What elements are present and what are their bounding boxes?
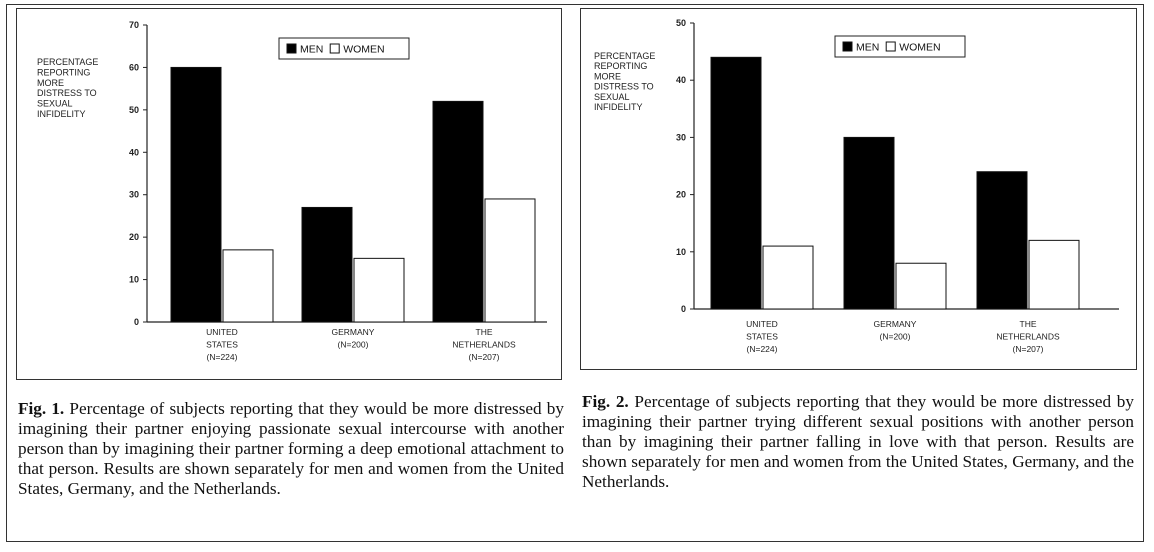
fig1-category-label: GERMANY xyxy=(332,327,375,337)
fig1-y-label-line: SEXUAL xyxy=(37,99,73,109)
fig2-category-label: GERMANY xyxy=(874,319,917,329)
fig2-bar-men xyxy=(976,171,1028,310)
fig1-y-tick-label: 70 xyxy=(129,20,139,30)
fig1-legend-box xyxy=(278,37,410,60)
fig1-y-tick-label: 10 xyxy=(129,275,139,285)
figure-2-plot: 0 10 20 30 40 50 PERCENTAGEREPORTINGMOREDISTRE… xyxy=(594,18,1119,354)
fig2-y-label-line: PERCENTAGE xyxy=(594,51,655,61)
fig2-bar-women xyxy=(1028,239,1080,310)
fig2-y-tick-label: 30 xyxy=(676,132,686,142)
fig1-category-label: (N=224) xyxy=(207,352,238,362)
fig2-bar-men xyxy=(843,136,895,310)
fig1-category-label: NETHERLANDS xyxy=(452,340,516,350)
fig2-y-tick-label: 20 xyxy=(676,190,686,200)
fig1-category-label: (N=200) xyxy=(338,340,369,350)
fig1-y-label-line: REPORTING xyxy=(37,67,90,77)
fig2-category-label: (N=224) xyxy=(747,344,778,354)
fig2-y-label-line: INFIDELITY xyxy=(594,102,643,112)
figure-2-chart: 0 10 20 30 40 50 PERCENTAGE REPORTING MORE DISTRE… xyxy=(580,8,1137,370)
fig2-category-label: NETHERLANDS xyxy=(996,332,1060,342)
fig2-legend-box xyxy=(834,35,966,58)
figure-1-plot: 0 10 20 30 40 50 60 70 PERCENTAGEREPORTINGMOREDI… xyxy=(37,20,547,362)
fig1-y-label-line: DISTRESS TO xyxy=(37,88,97,98)
fig2-y-tick-label: 10 xyxy=(676,247,686,257)
fig2-legend-label-men: MEN xyxy=(856,42,879,54)
fig1-y-tick-label: 30 xyxy=(129,190,139,200)
fig1-bar-men xyxy=(301,206,353,323)
fig1-y-tick-label: 0 xyxy=(134,317,139,327)
fig2-category-label: (N=200) xyxy=(880,332,911,342)
fig1-legend-swatch-women xyxy=(329,43,340,54)
fig2-bar-women xyxy=(762,245,814,310)
figure-2-caption-label: Fig. 2. xyxy=(582,392,629,411)
fig1-y-label-line: INFIDELITY xyxy=(37,109,86,119)
fig2-bar-women xyxy=(895,262,947,310)
fig1-bar-women xyxy=(353,257,405,323)
fig2-category-label: (N=207) xyxy=(1013,344,1044,354)
fig1-legend-label-women: WOMEN xyxy=(343,44,384,56)
fig2-category-label: STATES xyxy=(746,332,778,342)
fig1-y-tick-label: 20 xyxy=(129,232,139,242)
fig1-category-label: UNITED xyxy=(206,327,238,337)
fig1-bar-men xyxy=(432,100,484,323)
fig2-y-label-line: MORE xyxy=(594,71,621,81)
fig1-bar-men xyxy=(170,66,222,323)
fig2-legend-swatch-women xyxy=(885,41,896,52)
fig1-category-label: STATES xyxy=(206,340,238,350)
fig1-bar-women xyxy=(222,249,274,323)
fig2-y-label-line: DISTRESS TO xyxy=(594,82,654,92)
figure-1-caption-label: Fig. 1. xyxy=(18,399,65,418)
fig2-y-label-line: SEXUAL xyxy=(594,92,630,102)
fig2-legend-label-women: WOMEN xyxy=(899,42,940,54)
figure-1-caption-text: Percentage of subjects reporting that th… xyxy=(18,399,564,498)
fig1-y-label-line: PERCENTAGE xyxy=(37,57,98,67)
fig1-category-label: (N=207) xyxy=(469,352,500,362)
fig1-legend-swatch-men xyxy=(286,43,297,54)
fig1-y-tick-label: 40 xyxy=(129,147,139,157)
fig2-y-tick-label: 40 xyxy=(676,75,686,85)
fig1-bar-women xyxy=(484,198,536,323)
fig1-y-tick-label: 60 xyxy=(129,62,139,72)
fig2-category-label: THE xyxy=(1020,319,1037,329)
figure-1-chart: 0 10 20 30 40 50 60 70 PERCENTAGE REPORTING MORE DI… xyxy=(16,8,562,380)
figure-2-caption-text: Percentage of subjects reporting that th… xyxy=(582,392,1134,491)
page-frame xyxy=(6,4,1144,542)
fig1-y-tick-label: 50 xyxy=(129,105,139,115)
fig2-legend-swatch-men xyxy=(842,41,853,52)
fig1-category-label: THE xyxy=(476,327,493,337)
fig2-category-label: UNITED xyxy=(746,319,778,329)
fig1-legend-label-men: MEN xyxy=(300,44,323,56)
fig2-bar-men xyxy=(710,56,762,310)
fig2-y-label-line: REPORTING xyxy=(594,61,647,71)
fig2-y-tick-label: 0 xyxy=(681,304,686,314)
fig2-y-tick-label: 50 xyxy=(676,18,686,28)
figure-2-caption: Fig. 2. Percentage of subjects reporting… xyxy=(582,392,1134,492)
figure-1-caption: Fig. 1. Percentage of subjects reporting… xyxy=(18,399,564,499)
fig1-y-label-line: MORE xyxy=(37,78,64,88)
